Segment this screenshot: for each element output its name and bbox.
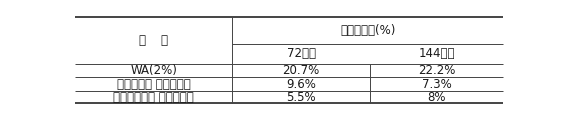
Text: 메트라메논 액상수화제: 메트라메논 액상수화제 — [117, 78, 191, 91]
Text: 22.2%: 22.2% — [418, 64, 455, 77]
Text: 20.7%: 20.7% — [283, 64, 320, 77]
Text: 크레속심메틸 액상수화제: 크레속심메틸 액상수화제 — [113, 91, 194, 104]
Text: 72시간: 72시간 — [287, 47, 316, 60]
Text: 5.5%: 5.5% — [287, 91, 316, 104]
Text: 8%: 8% — [428, 91, 446, 104]
Text: 9.6%: 9.6% — [286, 78, 316, 91]
Text: 처    리: 처 리 — [139, 34, 168, 47]
Text: WA(2%): WA(2%) — [130, 64, 177, 77]
Text: 7.3%: 7.3% — [422, 78, 451, 91]
Text: 포자발아율(%): 포자발아율(%) — [340, 24, 395, 37]
Text: 144시간: 144시간 — [418, 47, 455, 60]
